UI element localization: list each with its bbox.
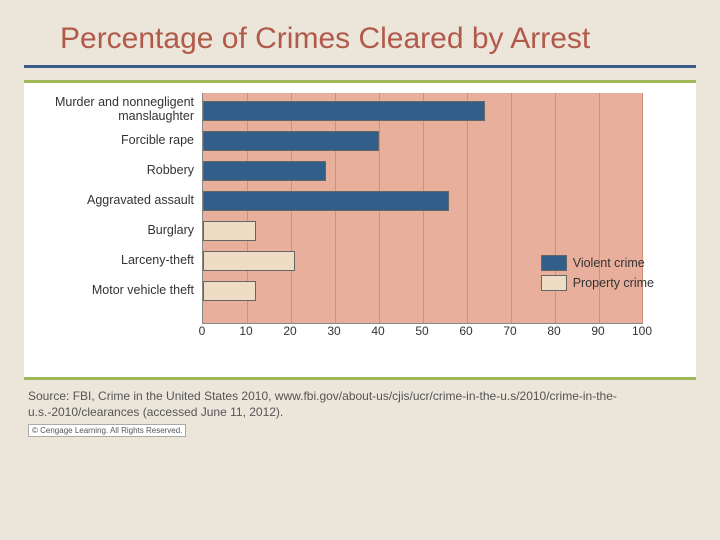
bar-row	[203, 131, 379, 151]
y-label: Motor vehicle theft	[32, 283, 194, 297]
y-label: Aggravated assault	[32, 193, 194, 207]
source-text: Source: FBI, Crime in the United States …	[28, 388, 692, 420]
x-tick: 10	[234, 324, 258, 338]
bar-row	[203, 191, 449, 211]
bar-aggravated-assault	[203, 191, 449, 211]
x-tick: 90	[586, 324, 610, 338]
x-tick: 60	[454, 324, 478, 338]
y-label: Forcible rape	[32, 133, 194, 147]
bar-motor-vehicle-theft	[203, 281, 256, 301]
bar-larceny-theft	[203, 251, 295, 271]
title-rule	[24, 65, 696, 68]
y-label: Burglary	[32, 223, 194, 237]
copyright-text: © Cengage Learning. All Rights Reserved.	[28, 424, 186, 437]
x-tick: 100	[630, 324, 654, 338]
page-title: Percentage of Crimes Cleared by Arrest	[0, 0, 720, 65]
bar-row	[203, 101, 485, 121]
legend-swatch-violent	[541, 255, 567, 271]
bar-row	[203, 161, 326, 181]
bar-row	[203, 251, 295, 271]
gridline	[511, 93, 512, 323]
legend-label: Property crime	[573, 276, 654, 290]
bar-row	[203, 221, 256, 241]
y-label: Murder and nonnegligent manslaughter	[32, 95, 194, 124]
y-label: Larceny-theft	[32, 253, 194, 267]
bar-forcible-rape	[203, 131, 379, 151]
y-label: Robbery	[32, 163, 194, 177]
legend-label: Violent crime	[573, 256, 645, 270]
gridline	[467, 93, 468, 323]
bar-row	[203, 281, 256, 301]
bar-robbery	[203, 161, 326, 181]
legend-item-violent: Violent crime	[541, 255, 654, 271]
x-tick: 40	[366, 324, 390, 338]
legend: Violent crime Property crime	[541, 255, 654, 295]
x-tick: 70	[498, 324, 522, 338]
chart-figure: Murder and nonnegligent manslaughter For…	[24, 80, 696, 380]
bar-burglary	[203, 221, 256, 241]
chart-frame: Murder and nonnegligent manslaughter For…	[32, 85, 684, 355]
x-tick: 80	[542, 324, 566, 338]
legend-item-property: Property crime	[541, 275, 654, 291]
x-tick: 30	[322, 324, 346, 338]
legend-swatch-property	[541, 275, 567, 291]
slide: Percentage of Crimes Cleared by Arrest	[0, 0, 720, 540]
bar-murder	[203, 101, 485, 121]
x-tick: 50	[410, 324, 434, 338]
x-tick: 0	[190, 324, 214, 338]
x-tick: 20	[278, 324, 302, 338]
